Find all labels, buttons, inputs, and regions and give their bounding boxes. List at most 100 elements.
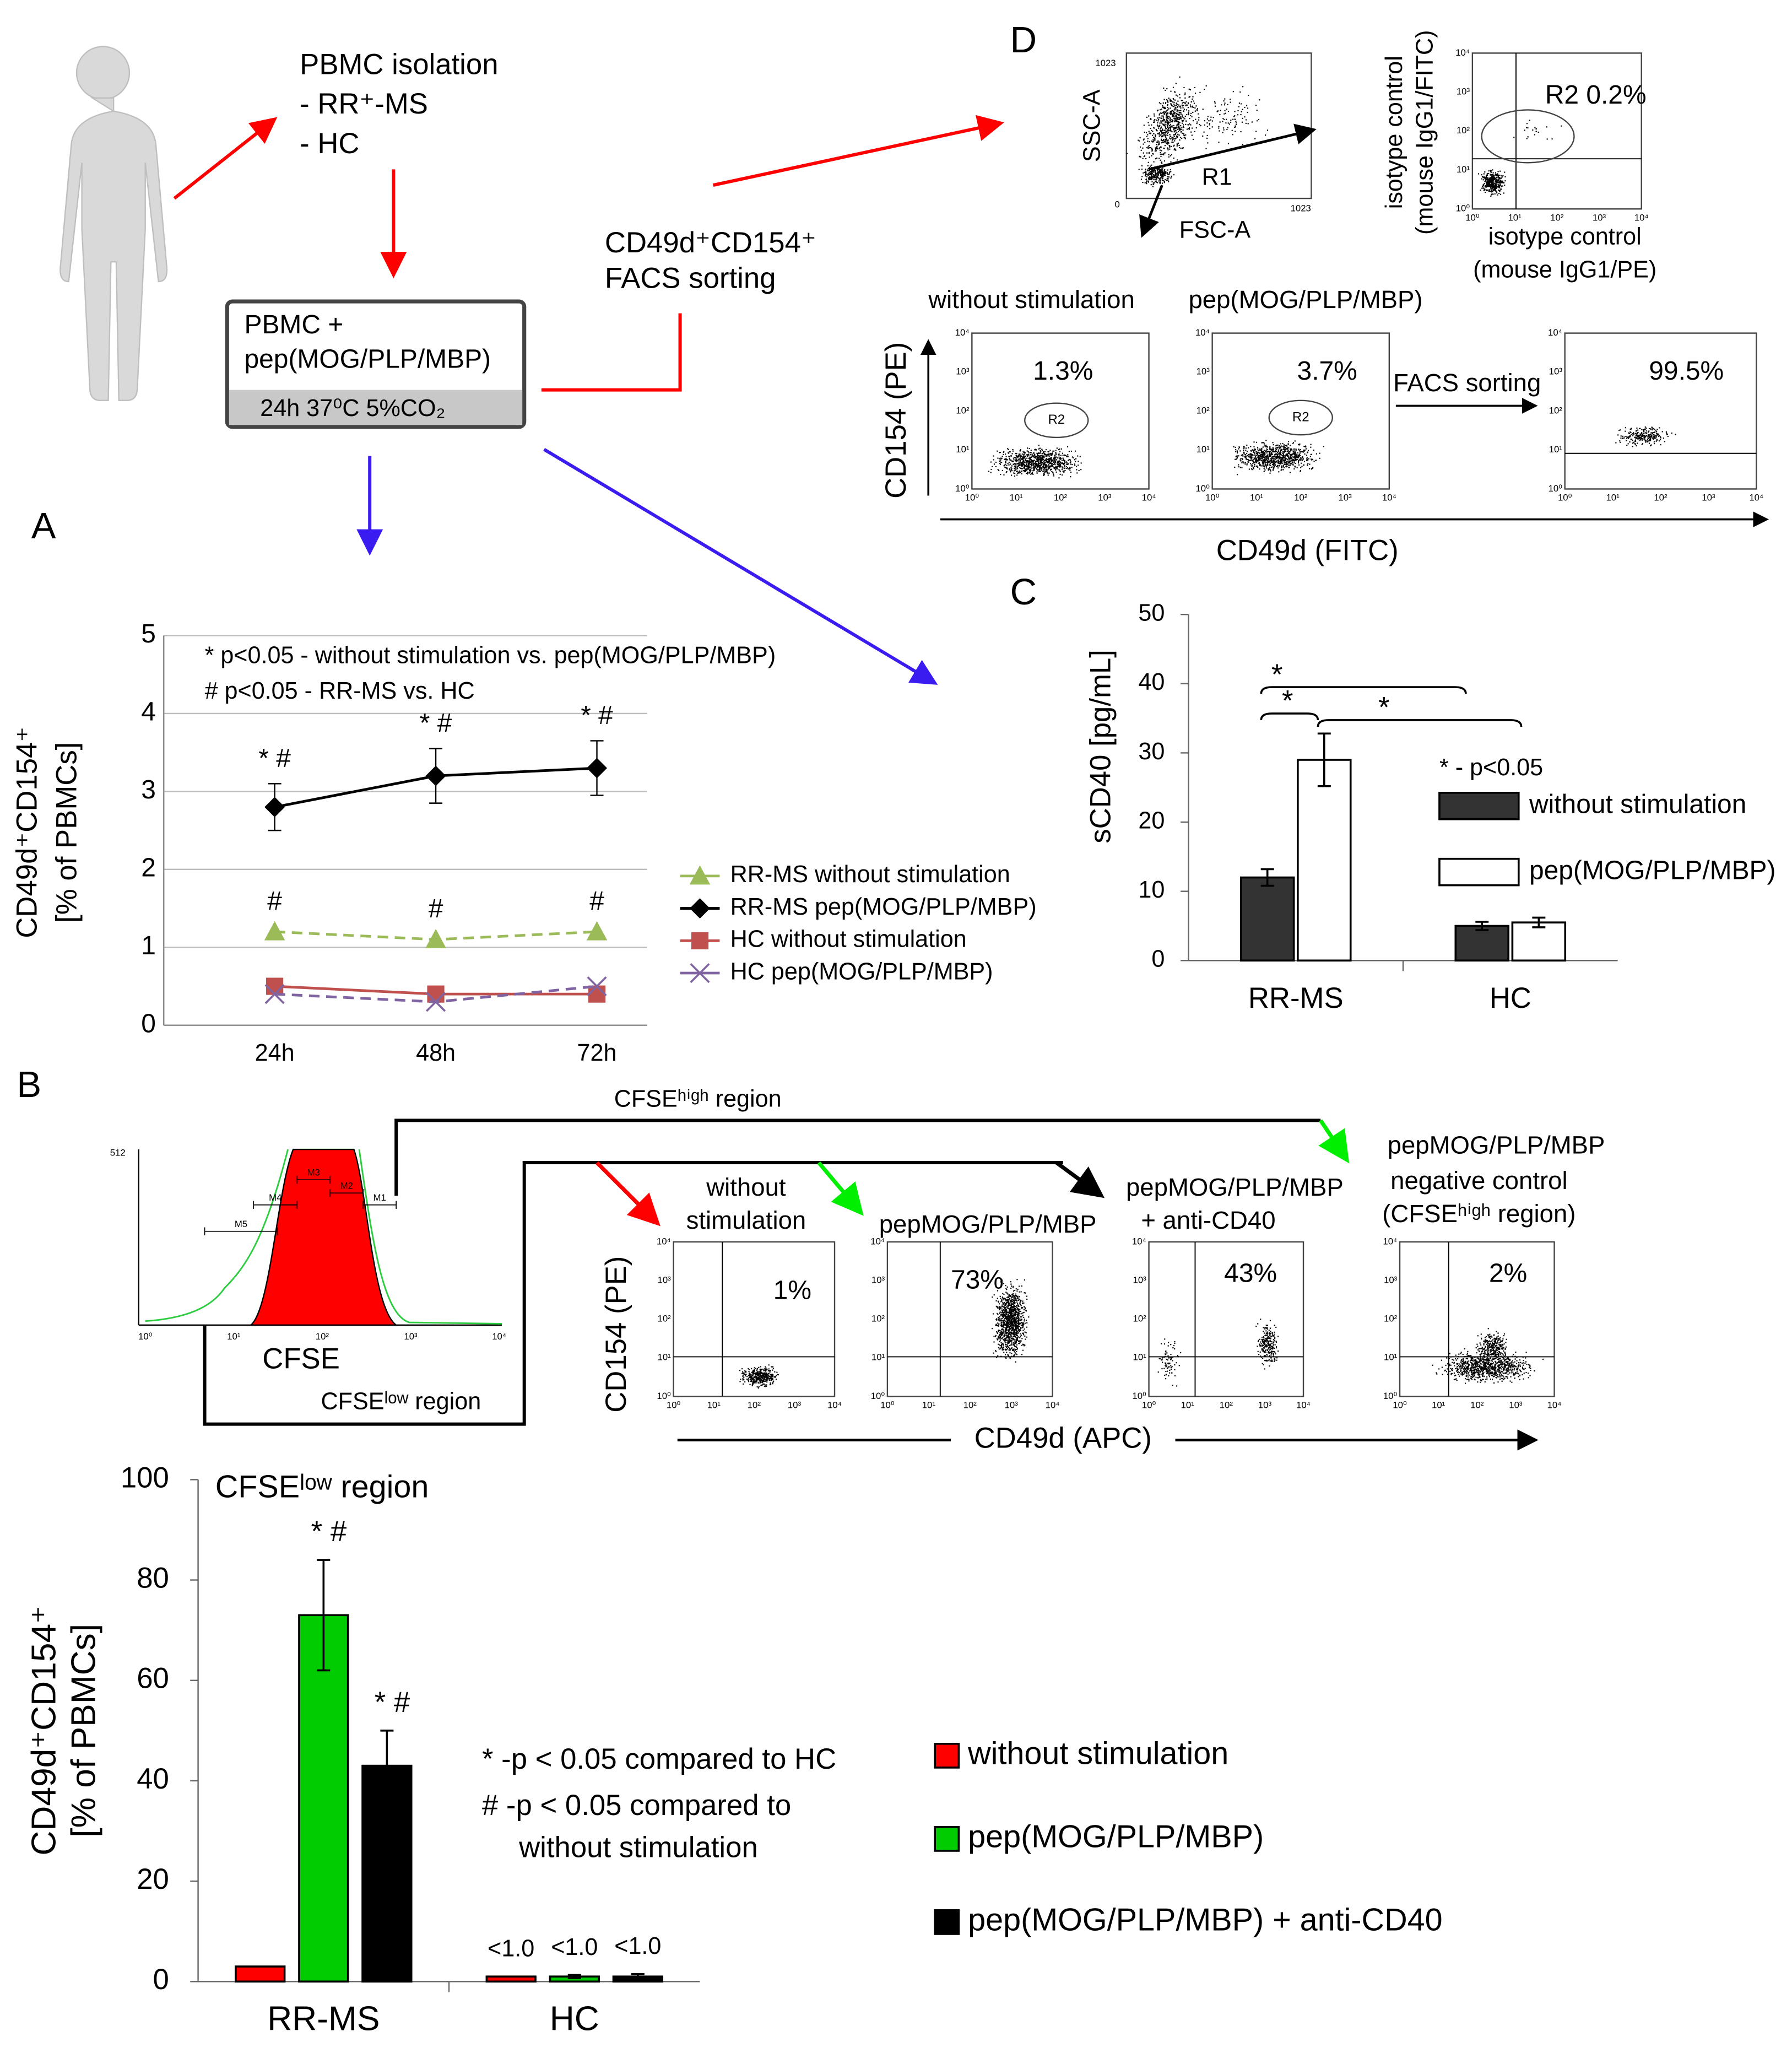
axis-label: CD49d (APC): [974, 1422, 1152, 1454]
y-axis-label: sCD40 [pg/mL]: [1085, 650, 1117, 844]
event-cloud: [988, 445, 1082, 479]
axis-label: (mouse IgG1/PE): [1473, 256, 1656, 283]
flow-tick-label: 1023: [1291, 203, 1311, 214]
flow-tick-label: 10⁴: [955, 327, 970, 338]
data-point: [587, 758, 608, 779]
error-bar: [317, 1559, 331, 1672]
flow-tick-label: 10⁰: [657, 1391, 671, 1401]
flow-tick-label: 10¹: [1133, 1352, 1147, 1363]
flow-plot-frame: [1564, 332, 1757, 490]
note: * p<0.05 - without stimulation vs. pep(M…: [205, 642, 776, 668]
axis-label: CD154 (PE): [600, 1256, 632, 1413]
flow-tick-label: 10³: [658, 1274, 672, 1285]
significance-bracket: [1317, 719, 1523, 727]
flow-tick-label: 10²: [658, 1314, 672, 1324]
flow-tick-label: 512: [110, 1148, 126, 1158]
region-label: CFSEˡᵒʷ region: [321, 1389, 481, 1415]
point-label: * #: [581, 701, 613, 730]
flow-plot-frame: [1399, 1241, 1555, 1397]
y-tick-label: 60: [137, 1662, 169, 1695]
significance-label: *: [1378, 692, 1390, 724]
axis-label: (mouse IgG1/FITC): [1411, 30, 1438, 234]
flow-tick-label: 10²: [1133, 1314, 1147, 1324]
legend-swatch: [934, 1742, 960, 1769]
x-tick-label: RR-MS: [267, 2000, 380, 2038]
flow-tick-label: 10⁴: [1132, 1236, 1146, 1246]
flow-plot-frame: [673, 1241, 836, 1397]
point-label: #: [589, 887, 604, 916]
error-bar: [1475, 921, 1489, 931]
error-bar: [567, 1974, 581, 1979]
flow-tick-label: 10⁰: [1558, 493, 1572, 503]
y-axis-label: [% of PBMCs]: [51, 742, 83, 923]
gate-ellipse: [1481, 109, 1575, 164]
condition-label: + anti-CD40: [1141, 1206, 1275, 1234]
flow-tick-label: 10¹: [1457, 164, 1470, 175]
event-cloud: [1477, 169, 1506, 197]
flow-tick-label: 10¹: [227, 1331, 241, 1342]
flow-plot-frame: [1211, 332, 1390, 490]
axis-label-bg: [950, 1421, 1176, 1459]
gate-ellipse: [1268, 399, 1333, 436]
event-cloud: [1475, 1328, 1508, 1365]
gate-label: R1: [1201, 164, 1232, 191]
condition-label: pep(MOG/PLP/MBP): [1188, 285, 1422, 314]
data-point: [264, 921, 285, 941]
flow-tick-label: 10⁰: [138, 1331, 153, 1342]
data-point: [264, 984, 285, 1004]
panel-label: D: [1010, 19, 1037, 61]
flow-tick-label: 10¹: [922, 1400, 936, 1411]
flow-tick-label: 10¹: [1432, 1400, 1445, 1411]
event-cloud: [992, 1279, 1030, 1363]
point-label: * #: [311, 1515, 347, 1548]
flow-plot-frame: [1148, 1241, 1304, 1397]
point-label: #: [267, 887, 282, 916]
bar: [235, 1965, 286, 1983]
note: # p<0.05 - RR-MS vs. HC: [205, 678, 475, 704]
flow-plot-frame: [886, 1241, 1053, 1397]
flow-tick-label: 10¹: [1606, 493, 1620, 503]
panel-label: C: [1010, 571, 1037, 613]
data-point: [266, 977, 284, 995]
condition-label: negative control: [1390, 1166, 1567, 1195]
legend-swatch: [1438, 857, 1520, 887]
flow-tick-label: 10⁴: [1195, 327, 1210, 338]
y-tick-label: 20: [137, 1863, 169, 1895]
legend-label: RR-MS pep(MOG/PLP/MBP): [730, 894, 1037, 920]
gate-label: R2: [1292, 409, 1309, 424]
x-tick-label: 24h: [255, 1040, 295, 1066]
point-label: * #: [420, 709, 452, 738]
workflow-text: PBMC isolation: [300, 48, 498, 80]
legend-swatch: [934, 1909, 960, 1935]
axis-label: FSC-A: [1179, 217, 1251, 243]
flow-tick-label: 10²: [1457, 125, 1470, 136]
flow-tick-label: 10²: [1220, 1400, 1233, 1411]
axis-label: isotype control: [1381, 56, 1407, 209]
flow-tick-label: 1023: [1095, 58, 1116, 68]
flow-tick-label: 10⁴: [1382, 493, 1396, 503]
flow-tick-label: 10¹: [1181, 1400, 1195, 1411]
flow-tick-label: 10⁴: [1455, 47, 1470, 58]
condition-label: pepMOG/PLP/MBP: [1388, 1131, 1605, 1159]
workflow-text: 24h 37⁰C 5%CO₂: [260, 395, 445, 422]
note: * - p<0.05: [1439, 754, 1543, 781]
percent-label: 43%: [1224, 1258, 1277, 1288]
flow-plot-frame: [971, 332, 1150, 490]
y-tick-label: 1: [141, 931, 156, 960]
data-point: [425, 928, 446, 948]
flow-tick-label: 10³: [1702, 493, 1715, 503]
axis-label: CFSE: [262, 1343, 340, 1375]
flow-tick-label: 10¹: [871, 1352, 885, 1363]
bar: [1297, 759, 1352, 962]
event-cloud: [1513, 120, 1562, 140]
legend-label: pep(MOG/PLP/MBP): [968, 1819, 1264, 1855]
flow-tick-label: 10³: [1384, 1274, 1398, 1285]
data-point: [586, 921, 608, 941]
data-point: [587, 976, 607, 997]
error-bar: [1532, 916, 1546, 928]
note: without stimulation: [518, 1831, 758, 1863]
flow-tick-label: 10²: [956, 405, 970, 415]
bar: [298, 1614, 349, 1983]
axis-label: CD154 (PE): [880, 342, 912, 499]
